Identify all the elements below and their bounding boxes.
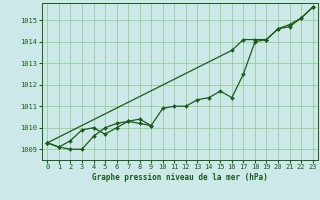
X-axis label: Graphe pression niveau de la mer (hPa): Graphe pression niveau de la mer (hPa) — [92, 173, 268, 182]
